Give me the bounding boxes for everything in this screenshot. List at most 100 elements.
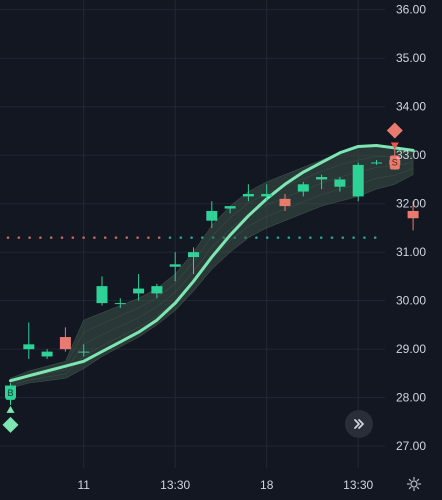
candle: [334, 177, 346, 192]
level-dot: [341, 236, 345, 239]
level-dot: [136, 236, 139, 239]
dotted-level-line: [6, 236, 377, 239]
candle-body: [407, 210, 419, 219]
level-dot: [71, 236, 75, 239]
candle-body: [133, 288, 145, 294]
buy-badge: [5, 385, 16, 400]
candle-body: [206, 210, 218, 221]
candle: [224, 206, 236, 214]
candle: [59, 327, 71, 352]
y-tick-label: 27.00: [396, 439, 426, 453]
level-dot: [147, 236, 150, 239]
candle: [188, 247, 199, 275]
candle-body: [279, 198, 291, 207]
y-tick-label: 36.00: [396, 3, 426, 17]
level-dot: [82, 236, 85, 239]
level-dot: [298, 236, 301, 239]
candle: [352, 162, 364, 202]
candle: [371, 160, 382, 165]
sell-diamond-icon: [386, 122, 403, 139]
buy-label: B: [7, 388, 13, 398]
sell-label: S: [392, 157, 398, 167]
level-dot: [373, 236, 377, 239]
level-dot: [49, 236, 53, 239]
y-tick-label: 28.00: [396, 391, 426, 405]
ribbon-area: [10, 145, 414, 389]
buy-arrow-icon: [6, 405, 15, 413]
time-axis[interactable]: 11 13:30 18 13:30: [77, 478, 373, 492]
y-tick-label: 34.00: [396, 100, 426, 114]
level-dot: [319, 236, 323, 239]
candle: [133, 274, 145, 301]
x-tick-label: 18: [260, 478, 274, 492]
trend-line: [9, 143, 415, 383]
level-dot: [157, 236, 161, 239]
grid-lines: [0, 0, 385, 468]
level-dot: [287, 236, 291, 239]
candle-body: [114, 303, 126, 305]
candle-body: [352, 164, 364, 197]
price-axis[interactable]: 36.00 35.00 34.00 33.00 32.00 31.00 30.00 29.00…: [396, 3, 426, 453]
double-chevron-right-icon: [354, 419, 364, 429]
candle: [23, 322, 35, 359]
candle: [169, 252, 181, 282]
level-dot: [352, 236, 355, 239]
sell-arrow-icon: [390, 142, 399, 150]
level-dot: [17, 236, 21, 239]
candle-body: [242, 193, 254, 197]
y-tick-label: 32.00: [396, 197, 426, 211]
candle-body: [151, 286, 163, 294]
candle: [151, 283, 163, 299]
scroll-to-realtime-button[interactable]: [345, 410, 373, 438]
candle-body: [59, 337, 71, 350]
candle-body: [78, 351, 90, 353]
level-dot: [190, 236, 193, 239]
level-dot: [255, 236, 258, 239]
candle: [407, 201, 419, 231]
candle-body: [297, 184, 309, 192]
level-dot: [265, 236, 269, 239]
level-dot: [309, 236, 312, 239]
candle-body: [41, 351, 53, 357]
level-dot: [39, 236, 42, 239]
signals: B S: [2, 122, 403, 433]
y-tick-label: 30.00: [396, 294, 426, 308]
candle-body: [224, 206, 236, 209]
candle: [114, 298, 126, 308]
candle: [206, 201, 218, 228]
y-tick-label: 29.00: [396, 342, 426, 356]
candle-body: [316, 177, 328, 180]
y-tick-label: 33.00: [396, 148, 426, 162]
x-tick-label: 13:30: [160, 478, 190, 492]
candle-body: [371, 162, 382, 164]
level-dot: [114, 236, 118, 239]
level-dot: [28, 236, 31, 239]
chart-settings-button[interactable]: [403, 473, 425, 495]
level-dot: [60, 236, 64, 239]
candle-body: [188, 252, 199, 258]
level-dot: [93, 236, 96, 239]
y-tick-label: 31.00: [396, 245, 426, 259]
y-tick-label: 35.00: [396, 51, 426, 65]
candle-body: [23, 344, 35, 350]
candle: [279, 193, 291, 211]
x-tick-label: 11: [77, 478, 90, 492]
buy-diamond-icon: [2, 416, 19, 433]
level-dot: [330, 236, 334, 239]
candle-body: [169, 264, 181, 267]
level-dot: [125, 236, 129, 239]
candle-body: [96, 286, 108, 304]
candle: [41, 349, 53, 359]
candle-body: [261, 193, 273, 197]
x-tick-label: 13:30: [343, 478, 373, 492]
ribbon-fan-line: [10, 156, 414, 381]
candle: [316, 174, 328, 190]
level-dot: [276, 236, 280, 239]
level-dot: [168, 236, 172, 239]
trend-line-path: [9, 143, 415, 383]
level-dot: [6, 236, 10, 239]
ribbon-fan-line: [10, 162, 414, 384]
sell-signal: S: [386, 122, 403, 170]
level-dot: [103, 236, 107, 239]
